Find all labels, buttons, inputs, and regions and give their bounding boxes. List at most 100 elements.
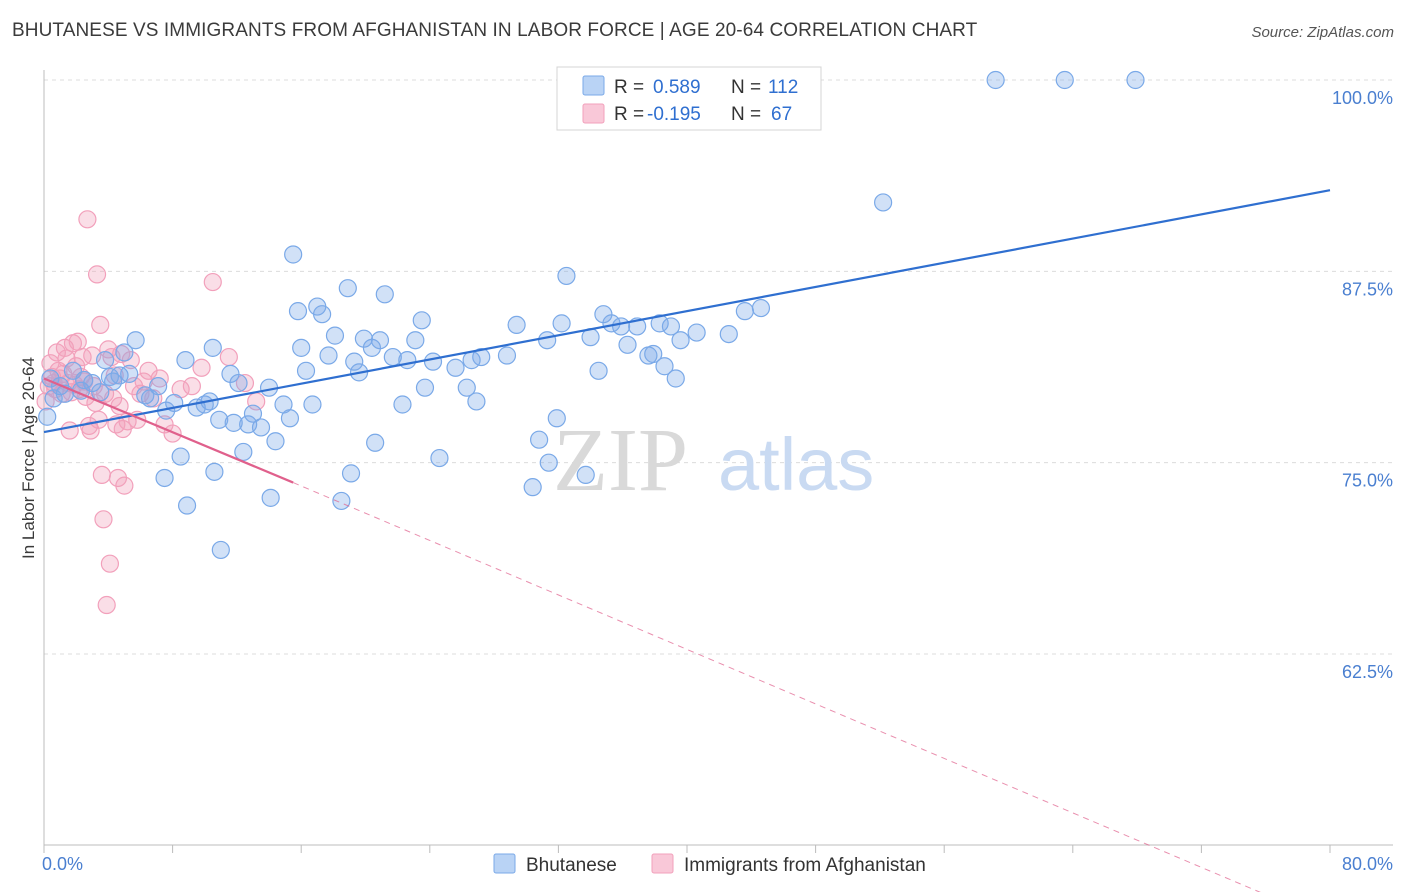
afghanistan-point-33	[91, 315, 110, 335]
afghanistan-trend-extension	[292, 482, 1261, 892]
bottom-legend: Bhutanese Immigrants from Afghanistan	[493, 853, 926, 876]
x-tick-label-left: 0.0%	[42, 854, 83, 874]
bhutanese-point-88	[589, 361, 608, 380]
afghanistan-point-57	[150, 369, 169, 388]
bhutanese-point-107	[1055, 70, 1074, 90]
chart-title: BHUTANESE VS IMMIGRANTS FROM AFGHANISTAN…	[12, 20, 978, 41]
bhutanese-point-81	[538, 331, 557, 350]
bhutanese-point-80	[530, 430, 549, 449]
bhutanese-point-56	[341, 464, 361, 483]
afghanistan-trend-line	[43, 377, 294, 484]
grid	[44, 79, 1393, 655]
legend-swatch-afghanistan	[582, 103, 605, 124]
bhutanese-point-29	[203, 338, 222, 357]
bhutanese-point-45	[284, 245, 303, 264]
bhutanese-point-34	[224, 413, 243, 432]
bhutanese-point-14	[115, 343, 134, 362]
bhutanese-point-61	[366, 433, 385, 452]
bhutanese-point-20	[155, 468, 174, 488]
afghanistan-point-14	[60, 421, 79, 440]
bhutanese-point-39	[251, 418, 271, 437]
bhutanese-point-48	[296, 361, 316, 380]
bhutanese-point-71	[430, 448, 449, 468]
legend-r-value-1: 0.589	[653, 77, 701, 98]
bhutanese-point-95	[644, 344, 663, 364]
chart-source: Source: ZipAtlas.com	[1251, 24, 1394, 41]
y-tick-labels: 100.0% 87.5% 75.0% 62.5%	[1332, 88, 1393, 682]
bhutanese-point-23	[171, 447, 190, 466]
legend-r-label-1: R =	[614, 77, 644, 98]
bhutanese-point-104	[751, 298, 771, 318]
bhutanese-point-63	[375, 285, 394, 304]
legend-n-label-1: N =	[731, 77, 761, 98]
bhutanese-point-85	[557, 266, 576, 286]
legend-r-label-2: R =	[614, 104, 644, 125]
bhutanese-point-70	[423, 352, 443, 371]
bhutanese-point-47	[292, 338, 311, 357]
bhutanese-point-101	[687, 323, 706, 342]
bhutanese-point-77	[497, 346, 517, 365]
bhutanese-point-73	[457, 378, 476, 397]
bhutanese-point-30	[205, 462, 224, 481]
bhutanese-point-16	[126, 331, 145, 350]
y-axis-label: In Labor Force | Age 20-64	[19, 357, 38, 559]
bhutanese-point-57	[345, 352, 364, 371]
afghanistan-point-37	[97, 595, 116, 615]
bhutanese-point-106	[986, 70, 1005, 90]
bhutanese-point-44	[280, 409, 300, 428]
watermark: ZIP atlas	[553, 411, 874, 510]
bhutanese-point-51	[312, 305, 332, 324]
bhutanese-point-65	[393, 395, 412, 414]
bhutanese-point-100	[671, 331, 690, 350]
legend-swatch-bhutanese	[582, 75, 605, 96]
y-tick-label-0: 100.0%	[1332, 88, 1393, 108]
bhutanese-point-15	[120, 364, 139, 383]
afghanistan-point-31	[87, 265, 107, 284]
bhutanese-point-0	[38, 407, 57, 426]
bhutanese-point-66	[398, 351, 417, 370]
legend-n-value-1: 112	[768, 77, 798, 98]
afghanistan-point-35	[94, 510, 113, 529]
watermark-atlas: atlas	[718, 423, 874, 506]
afghanistan-point-48	[115, 476, 134, 495]
bhutanese-point-98	[661, 317, 681, 336]
bhutanese-trend-line	[43, 189, 1331, 434]
y-tick-label-2: 75.0%	[1342, 471, 1393, 491]
bhutanese-point-97	[655, 357, 674, 376]
afghanistan-point-61	[182, 377, 201, 396]
bottom-legend-swatch-afghanistan	[651, 853, 674, 874]
legend-box: R = 0.589 N = 112 R = -0.195 N = 67	[556, 66, 822, 131]
bhutanese-point-49	[303, 395, 322, 414]
bhutanese-point-36	[234, 442, 253, 462]
bhutanese-point-82	[539, 453, 558, 472]
bottom-legend-label-afghanistan: Immigrants from Afghanistan	[684, 855, 926, 876]
bhutanese-point-75	[467, 392, 486, 411]
bhutanese-point-108	[1126, 70, 1145, 90]
afghanistan-point-62	[192, 358, 211, 377]
afghanistan-point-34	[92, 465, 111, 485]
bhutanese-point-38	[243, 404, 263, 423]
afghanistan-point-19	[68, 332, 87, 351]
watermark-zip: ZIP	[553, 411, 688, 510]
bhutanese-point-102	[719, 324, 738, 344]
afghanistan-point-64	[219, 347, 238, 367]
bhutanese-point-24	[176, 351, 195, 370]
bhutanese-point-52	[319, 346, 338, 365]
bhutanese-point-62	[370, 331, 390, 350]
bhutanese-point-96	[650, 314, 669, 333]
bhutanese-point-35	[229, 373, 248, 393]
trend-lines	[43, 189, 1331, 892]
bhutanese-point-79	[523, 478, 542, 497]
bottom-legend-swatch-bhutanese	[493, 853, 516, 874]
bhutanese-point-83	[547, 409, 566, 428]
bhutanese-point-103	[735, 302, 754, 321]
bhutanese-point-19	[149, 377, 168, 396]
afghanistan-point-65	[235, 373, 255, 393]
bhutanese-point-92	[618, 335, 637, 354]
y-tick-label-3: 62.5%	[1342, 662, 1393, 682]
bhutanese-point-17	[136, 386, 155, 405]
bhutanese-point-42	[266, 432, 285, 451]
bhutanese-point-9	[91, 383, 110, 402]
legend-r-value-2: -0.195	[647, 104, 701, 125]
